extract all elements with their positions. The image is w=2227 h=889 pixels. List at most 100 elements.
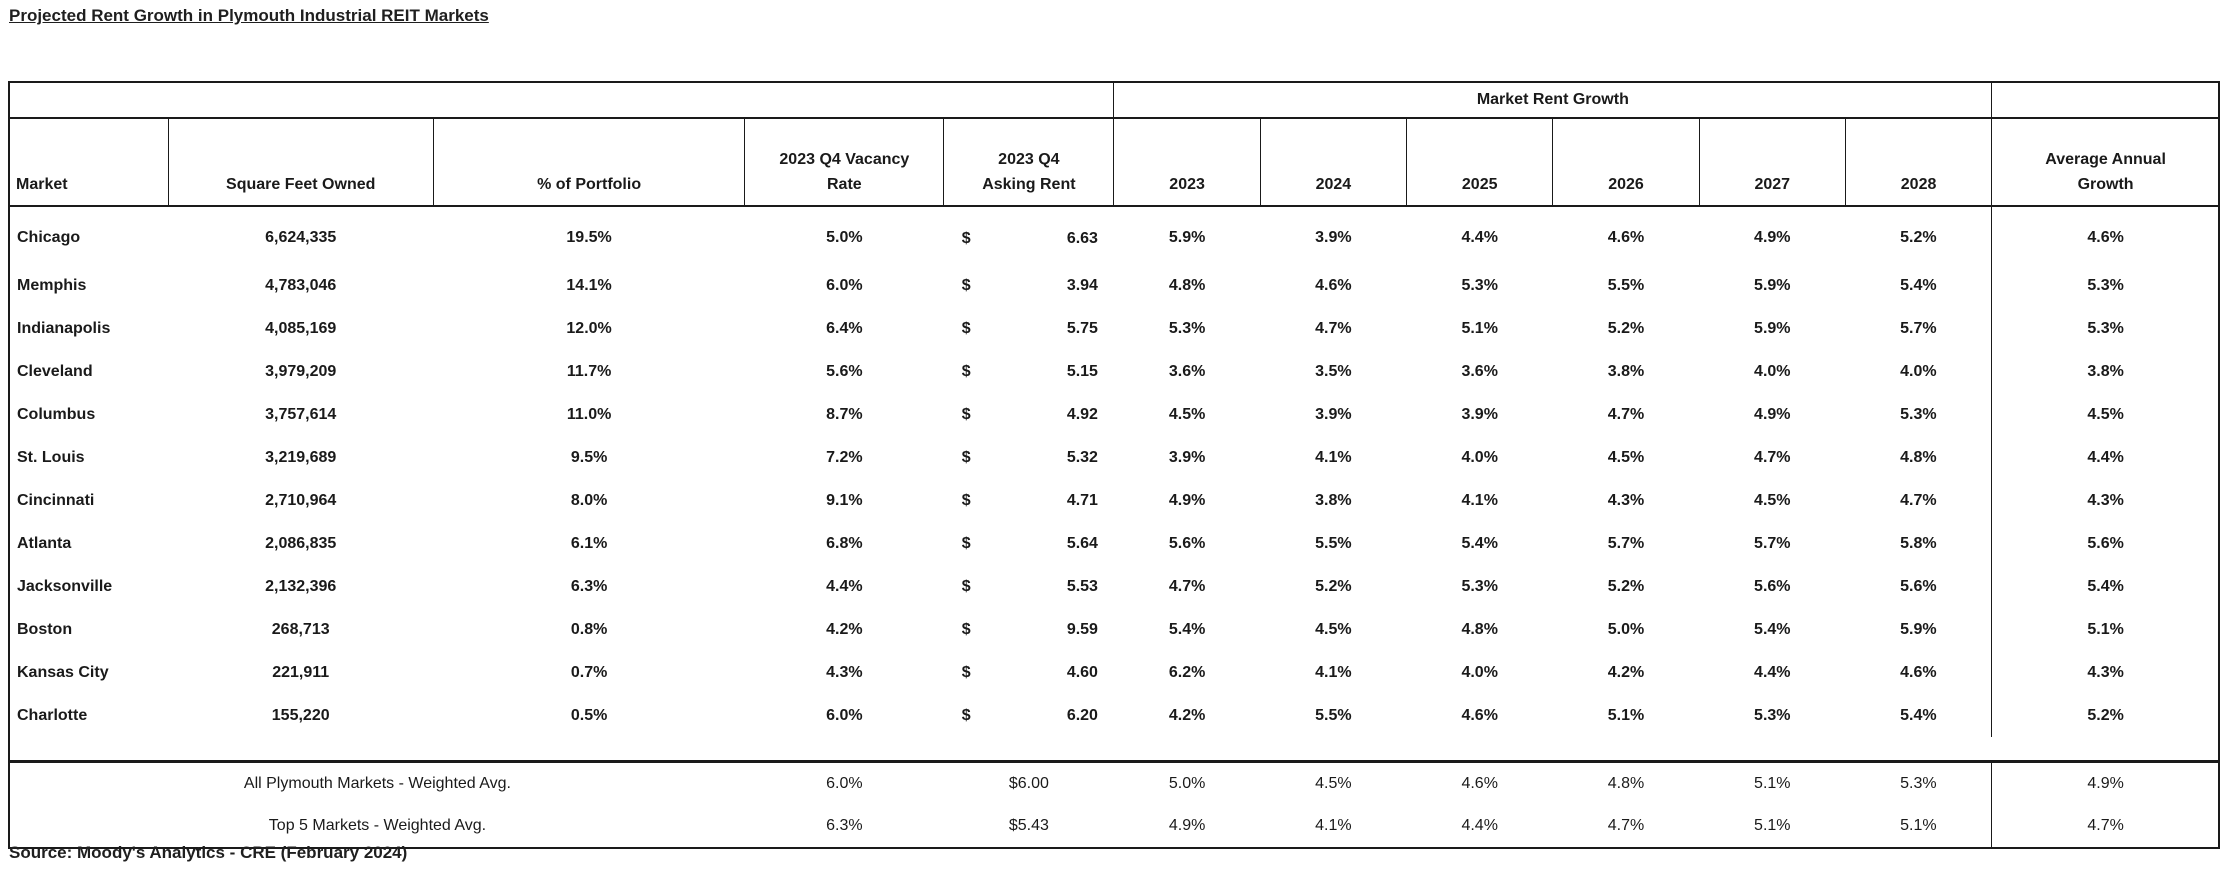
cell-square-feet: 3,757,614 [265,405,337,423]
cell-growth-2023: 4.8% [1168,276,1206,294]
band-empty-left [9,82,1114,119]
cell-growth-2026: 5.0% [1607,620,1645,638]
summary-avg-growth: 4.7% [1991,805,2219,848]
col-header-market: Market [9,118,169,207]
currency-symbol: $ [961,362,971,380]
cell-pct-portfolio: 6.3% [570,577,608,595]
cell-market: St. Louis [17,448,85,466]
cell-growth-2027: 4.4% [1754,663,1791,681]
cell-growth-2028: 5.3% [1900,405,1937,423]
cell-growth-2025: 5.1% [1461,319,1498,337]
table-row: Boston 268,713 0.8% 4.2% $9.59 5.4% 4.5% 4.8% 5.… [9,608,2219,651]
asking-rent-wrap: $5.64 [962,535,1098,553]
cell-market: Jacksonville [17,577,113,595]
band-empty-right [1991,82,2219,119]
cell-growth-2023: 5.4% [1168,620,1206,638]
cell-growth-2027: 4.0% [1754,362,1791,380]
asking-rent-wrap: $3.94 [962,277,1098,295]
cell-growth-2026: 5.5% [1607,276,1645,294]
cell-growth-2024: 4.1% [1315,448,1352,466]
asking-rent-wrap: $6.20 [962,707,1098,725]
cell-avg-growth: 4.3% [1991,479,2219,522]
cell-vacancy-rate: 5.0% [826,229,863,246]
cell-growth-2028: 5.2% [1900,229,1937,246]
cell-growth-2028: 5.8% [1900,534,1937,552]
cell-market: Charlotte [17,706,88,724]
cell-asking-rent: $4.92 [944,393,1114,436]
cell-growth-2027: 4.5% [1754,491,1791,509]
summary-growth-2024: 4.5% [1260,760,1407,805]
cell-vacancy-rate: 7.2% [826,448,863,466]
cell-growth-2028: 4.6% [1900,663,1937,681]
cell-growth-2028: 5.6% [1900,577,1937,595]
asking-rent-wrap: $4.71 [962,492,1098,510]
summary-asking-rent: $6.00 [943,760,1114,805]
cell-growth-2023: 4.7% [1168,577,1206,595]
cell-asking-rent: $6.63 [944,206,1114,264]
cell-square-feet: 2,710,964 [265,491,337,509]
cell-asking-rent: $5.15 [944,350,1114,393]
summary-rows-body: All Plymouth Markets - Weighted Avg. 6.0%… [9,760,2219,848]
cell-growth-2025: 4.1% [1461,491,1498,509]
cell-growth-2024: 3.5% [1315,362,1352,380]
group-header-market-rent-growth: Market Rent Growth [1113,82,1993,119]
cell-growth-2026: 5.1% [1607,706,1645,724]
cell-growth-2025: 4.4% [1461,229,1498,246]
cell-growth-2027: 5.6% [1754,577,1791,595]
cell-market: Atlanta [17,534,72,552]
cell-market: Indianapolis [17,319,111,337]
cell-pct-portfolio: 0.5% [570,706,608,724]
table-row: Jacksonville 2,132,396 6.3% 4.4% $5.53 4.7% 5.… [9,565,2219,608]
cell-avg-growth: 4.3% [1991,651,2219,694]
col-header-vacancy-line1: 2023 Q4 Vacancy [779,151,910,169]
table-row: Chicago 6,624,335 19.5% 5.0% $6.63 5.9% 3.9% 4.… [9,206,2219,264]
cell-pct-portfolio: 0.7% [570,663,608,681]
cell-pct-portfolio: 9.5% [570,448,608,466]
asking-rent-wrap: $5.75 [962,320,1098,338]
asking-rent-wrap: $4.92 [962,406,1098,424]
cell-growth-2026: 4.5% [1607,448,1645,466]
currency-symbol: $ [961,405,971,423]
summary-row: All Plymouth Markets - Weighted Avg. 6.0%… [9,760,2219,805]
asking-rent-amount: 5.75 [1066,319,1098,337]
summary-asking-rent: $5.43 [1008,817,1049,834]
col-header-year-2027: 2027 [1699,118,1846,207]
cell-vacancy-rate: 6.4% [826,319,863,337]
cell-growth-2024: 5.2% [1315,577,1352,595]
cell-market: Cleveland [17,362,93,380]
cell-growth-2027: 5.3% [1754,706,1791,724]
cell-growth-2023: 5.3% [1168,319,1206,337]
col-header-avg-line1: Average Annual [2045,151,2166,169]
cell-avg-growth: 5.6% [1991,522,2219,565]
table-row: Indianapolis 4,085,169 12.0% 6.4% $5.75 5.3% 4… [9,307,2219,350]
summary-growth-2027: 5.1% [1699,760,1846,805]
asking-rent-amount: 6.20 [1066,706,1098,724]
cell-market: Columbus [17,405,96,423]
summary-growth-2024: 4.1% [1315,817,1352,834]
col-header-year-2028: 2028 [1845,118,1993,207]
cell-growth-2026: 5.2% [1607,319,1645,337]
cell-growth-2025: 4.6% [1461,706,1498,724]
cell-growth-2026: 4.7% [1607,405,1645,423]
cell-growth-2024: 3.9% [1315,405,1352,423]
asking-rent-wrap: $9.59 [962,621,1098,639]
cell-growth-2026: 4.3% [1607,491,1645,509]
cell-growth-2024: 5.5% [1315,706,1352,724]
cell-asking-rent: $4.60 [944,651,1114,694]
currency-symbol: $ [961,577,971,595]
cell-pct-portfolio: 19.5% [566,229,612,246]
cell-growth-2028: 4.0% [1900,362,1937,380]
cell-avg-growth: 5.3% [1991,264,2219,307]
cell-growth-2028: 5.9% [1900,620,1937,638]
spacer-row [9,737,2219,762]
cell-growth-2027: 4.9% [1754,229,1791,246]
cell-asking-rent: $5.53 [944,565,1114,608]
summary-vacancy-rate: 6.0% [744,760,944,805]
cell-pct-portfolio: 11.7% [566,362,612,380]
cell-growth-2023: 4.9% [1168,491,1206,509]
asking-rent-wrap: $6.63 [962,230,1098,248]
cell-growth-2023: 5.6% [1168,534,1206,552]
source-note: Source: Moody's Analytics - CRE (Februar… [9,843,408,862]
cell-growth-2023: 4.2% [1168,706,1206,724]
